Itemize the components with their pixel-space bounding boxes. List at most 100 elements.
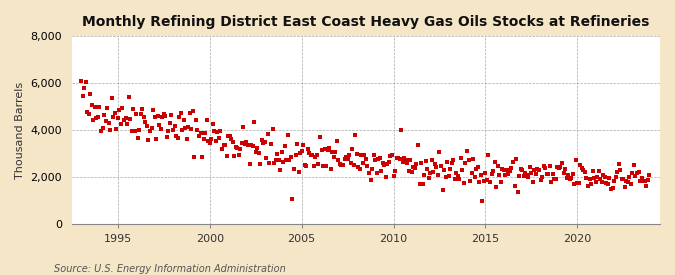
Point <box>520 170 531 175</box>
Point <box>399 156 410 160</box>
Point <box>88 117 99 122</box>
Point <box>202 139 213 143</box>
Point <box>495 180 506 185</box>
Point <box>627 171 638 175</box>
Point <box>212 130 223 134</box>
Point <box>325 166 336 171</box>
Point <box>144 129 155 134</box>
Point <box>182 137 192 141</box>
Point <box>142 124 153 128</box>
Point <box>440 175 451 179</box>
Point <box>263 132 273 136</box>
Point <box>506 166 517 170</box>
Point <box>628 162 639 167</box>
Point <box>341 155 352 159</box>
Point <box>581 176 592 180</box>
Point <box>554 166 564 170</box>
Point <box>153 114 163 118</box>
Point <box>146 126 157 130</box>
Point <box>275 168 286 172</box>
Point <box>123 95 134 99</box>
Point <box>308 164 319 168</box>
Point <box>578 168 589 172</box>
Point <box>331 138 342 143</box>
Point <box>227 140 238 144</box>
Point <box>143 138 154 142</box>
Point <box>445 166 456 171</box>
Point <box>396 128 406 133</box>
Point <box>454 176 465 181</box>
Point <box>540 165 551 170</box>
Point <box>466 170 477 175</box>
Point <box>265 142 276 147</box>
Point <box>321 164 331 168</box>
Point <box>310 155 321 159</box>
Point <box>532 167 543 172</box>
Point <box>443 173 454 178</box>
Point <box>433 172 443 177</box>
Point <box>347 147 358 152</box>
Point <box>598 173 609 177</box>
Point <box>632 170 643 175</box>
Point <box>270 158 281 163</box>
Y-axis label: Thousand Barrels: Thousand Barrels <box>15 81 25 179</box>
Point <box>189 155 200 159</box>
Point <box>287 196 298 201</box>
Point <box>360 157 371 161</box>
Point <box>258 141 269 145</box>
Point <box>157 115 167 119</box>
Point <box>515 167 526 171</box>
Point <box>504 169 515 173</box>
Point <box>475 172 486 177</box>
Point <box>379 163 389 167</box>
Point <box>555 165 566 169</box>
Point <box>151 137 161 142</box>
Point <box>375 155 385 160</box>
Point <box>575 163 586 167</box>
Point <box>435 164 446 168</box>
Point <box>218 143 229 148</box>
Point <box>509 184 520 188</box>
Text: Source: U.S. Energy Information Administration: Source: U.S. Energy Information Administ… <box>54 264 286 274</box>
Point <box>641 184 651 189</box>
Point <box>543 172 554 176</box>
Point <box>511 156 522 161</box>
Point <box>173 115 184 119</box>
Point <box>221 154 232 158</box>
Point <box>491 185 502 189</box>
Point <box>345 161 356 166</box>
Point <box>616 177 627 181</box>
Point <box>359 153 370 158</box>
Point <box>194 133 205 138</box>
Point <box>236 141 247 145</box>
Point <box>416 161 427 165</box>
Point <box>412 143 423 147</box>
Point <box>610 174 621 179</box>
Point <box>354 167 365 171</box>
Point <box>85 92 96 96</box>
Point <box>82 110 92 115</box>
Point <box>128 107 138 111</box>
Point <box>267 127 278 132</box>
Point <box>256 138 267 142</box>
Point <box>614 162 624 166</box>
Point <box>148 108 159 112</box>
Point <box>492 163 503 168</box>
Point <box>398 160 408 164</box>
Point <box>350 133 360 138</box>
Point <box>229 154 240 158</box>
Point <box>136 112 146 116</box>
Point <box>292 142 302 146</box>
Point <box>589 176 599 180</box>
Point <box>108 115 119 120</box>
Point <box>597 180 608 184</box>
Point <box>394 157 405 162</box>
Point <box>411 162 422 166</box>
Point <box>389 169 400 174</box>
Point <box>446 161 457 165</box>
Point <box>247 143 258 148</box>
Point <box>167 128 178 132</box>
Point <box>217 147 227 152</box>
Point <box>353 165 364 169</box>
Point <box>526 170 537 175</box>
